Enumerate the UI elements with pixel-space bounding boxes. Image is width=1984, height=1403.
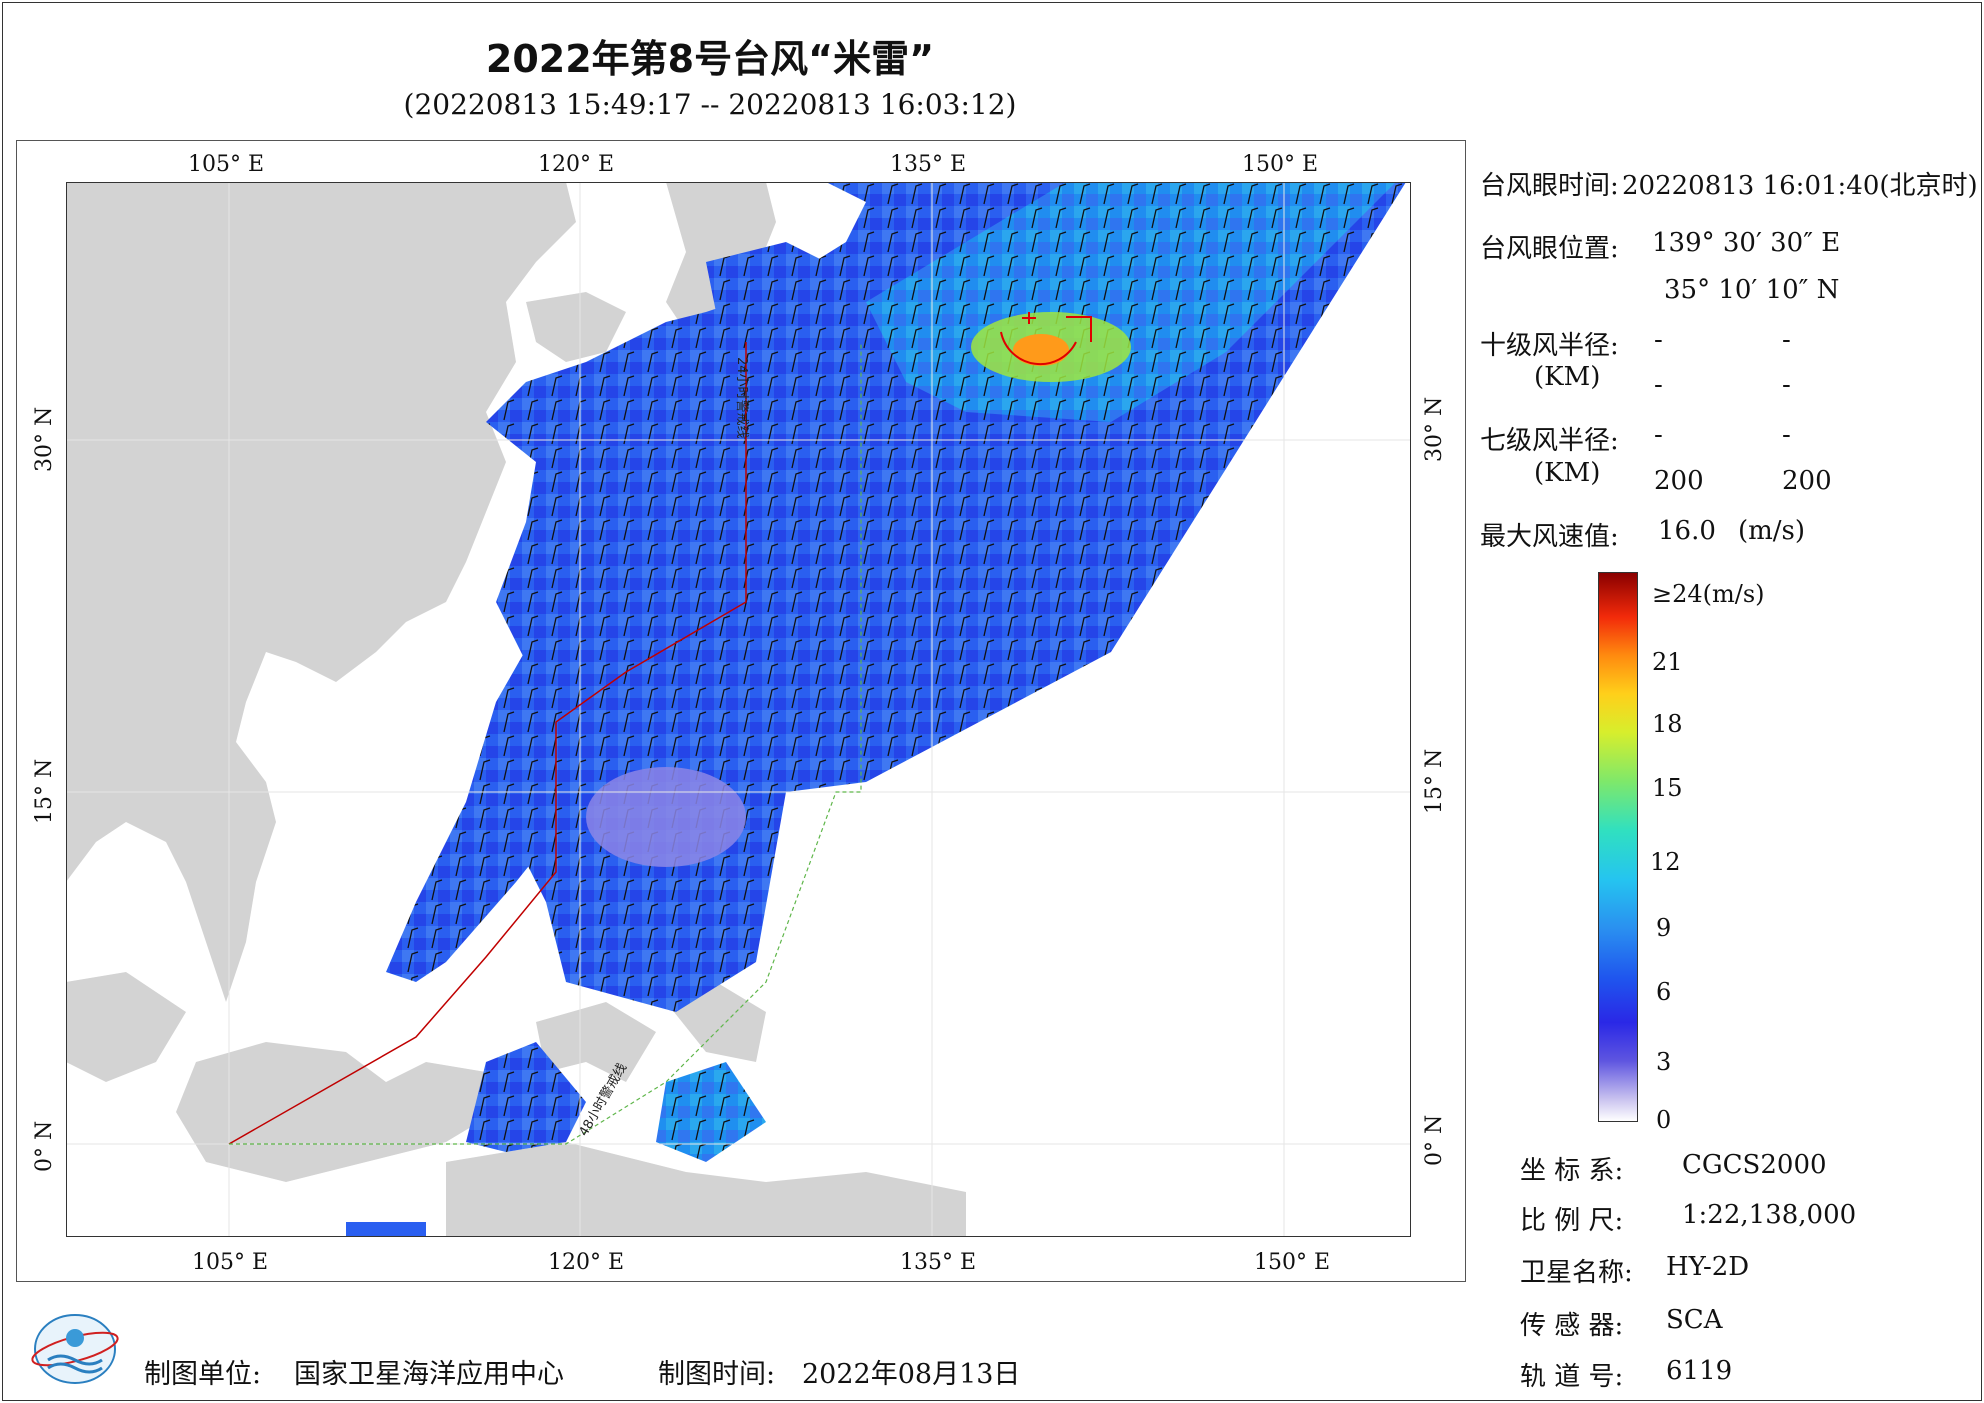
satellite-label: 卫星名称: xyxy=(1520,1258,1633,1288)
eye-time-label: 台风眼时间: xyxy=(1480,171,1619,201)
max-wind-value: 16.0 xyxy=(1658,516,1716,546)
observation-time-range: (20220813 15:49:17 -- 20220813 16:03:12) xyxy=(403,88,1017,121)
graticule xyxy=(66,182,1411,1237)
max-wind-label: 最大风速值: xyxy=(1480,522,1619,552)
crs-label: 坐 标 系: xyxy=(1520,1156,1624,1186)
production-date-value: 2022年08月13日 xyxy=(802,1359,1021,1390)
eye-latitude: 35° 10′ 10″ N xyxy=(1664,275,1840,305)
eye-time-value: 20220813 16:01:40(北京时) xyxy=(1622,171,1978,201)
orbit-label: 轨 道 号: xyxy=(1520,1362,1624,1392)
peak-wind-core xyxy=(1013,334,1069,366)
crs-value: CGCS2000 xyxy=(1682,1150,1827,1180)
producer-value: 国家卫星海洋应用中心 xyxy=(294,1359,564,1390)
lon-label-bottom-120: 120° E xyxy=(548,1250,625,1275)
legend-tick-9: 9 xyxy=(1656,914,1672,942)
scale-label: 比 例 尺: xyxy=(1520,1206,1624,1236)
producer-label: 制图单位: xyxy=(144,1359,262,1390)
lat-label-right-0: 0° N xyxy=(1422,1114,1447,1166)
production-date-label: 制图时间: xyxy=(658,1359,776,1390)
r7-value-4: 200 xyxy=(1782,466,1832,496)
legend-tick-0: 0 xyxy=(1656,1106,1672,1134)
sensor-value: SCA xyxy=(1666,1305,1723,1335)
r7-value-2: - xyxy=(1782,420,1791,450)
legend-tick-15: 15 xyxy=(1652,774,1683,802)
sensor-label: 传 感 器: xyxy=(1520,1311,1624,1341)
eye-longitude: 139° 30′ 30″ E xyxy=(1652,228,1841,258)
legend-tick-12: 12 xyxy=(1650,848,1681,876)
map-title: 2022年第8号台风“米雷” xyxy=(485,37,935,81)
lat-label-right-30: 30° N xyxy=(1422,396,1447,462)
r10-label: 十级风半径: xyxy=(1480,331,1619,361)
r7-value-1: - xyxy=(1654,420,1663,450)
typhoon-eye-marker xyxy=(1000,312,1092,366)
warning-line-24h xyxy=(228,342,747,1145)
lon-label-top-150: 150° E xyxy=(1242,152,1319,177)
lon-label-bottom-105: 105° E xyxy=(192,1250,269,1275)
r7-value-3: 200 xyxy=(1654,466,1704,496)
lon-label-top-105: 105° E xyxy=(188,152,265,177)
lat-label-right-15: 15° N xyxy=(1422,748,1447,814)
r10-value-2: - xyxy=(1782,325,1791,355)
wind-swath-west xyxy=(386,612,626,982)
max-wind-unit: (m/s) xyxy=(1738,516,1806,546)
warning-line-48h xyxy=(229,342,862,1145)
lat-label-left-30: 30° N xyxy=(32,406,57,472)
wind-speed-colorbar xyxy=(1598,572,1638,1122)
legend-tick-6: 6 xyxy=(1656,978,1672,1006)
legend-tick-3: 3 xyxy=(1656,1048,1672,1076)
r10-value-3: - xyxy=(1654,370,1663,400)
lon-label-bottom-135: 135° E xyxy=(900,1250,977,1275)
lat-label-left-15: 15° N xyxy=(32,758,57,824)
lat-label-left-0: 0° N xyxy=(32,1120,57,1172)
eye-position-label: 台风眼位置: xyxy=(1480,234,1619,264)
legend-tick-18: 18 xyxy=(1652,710,1683,738)
orbit-value: 6119 xyxy=(1666,1356,1733,1386)
warning-label-24h: 24小时警戒线 xyxy=(734,357,750,439)
satellite-value: HY-2D xyxy=(1666,1252,1750,1282)
agency-logo xyxy=(31,1314,119,1384)
lon-label-bottom-150: 150° E xyxy=(1254,1250,1331,1275)
wind-swath-south-fragments xyxy=(466,1042,586,1152)
lon-label-top-120: 120° E xyxy=(538,152,615,177)
r10-value-1: - xyxy=(1654,325,1663,355)
r7-unit: (KM) xyxy=(1534,458,1601,488)
lon-label-top-135: 135° E xyxy=(890,152,967,177)
r10-value-4: - xyxy=(1782,370,1791,400)
legend-tick-24: ≥24(m/s) xyxy=(1652,580,1765,608)
scale-value: 1:22,138,000 xyxy=(1682,1200,1857,1230)
r10-unit: (KM) xyxy=(1534,362,1601,392)
legend-tick-21: 21 xyxy=(1652,648,1683,676)
r7-label: 七级风半径: xyxy=(1480,426,1619,456)
light-wind-patch xyxy=(586,767,746,867)
scatterometer-wind-swaths xyxy=(346,182,1406,1237)
wind-field-map: 24小时警戒线 48小时警戒线 xyxy=(66,182,1411,1237)
